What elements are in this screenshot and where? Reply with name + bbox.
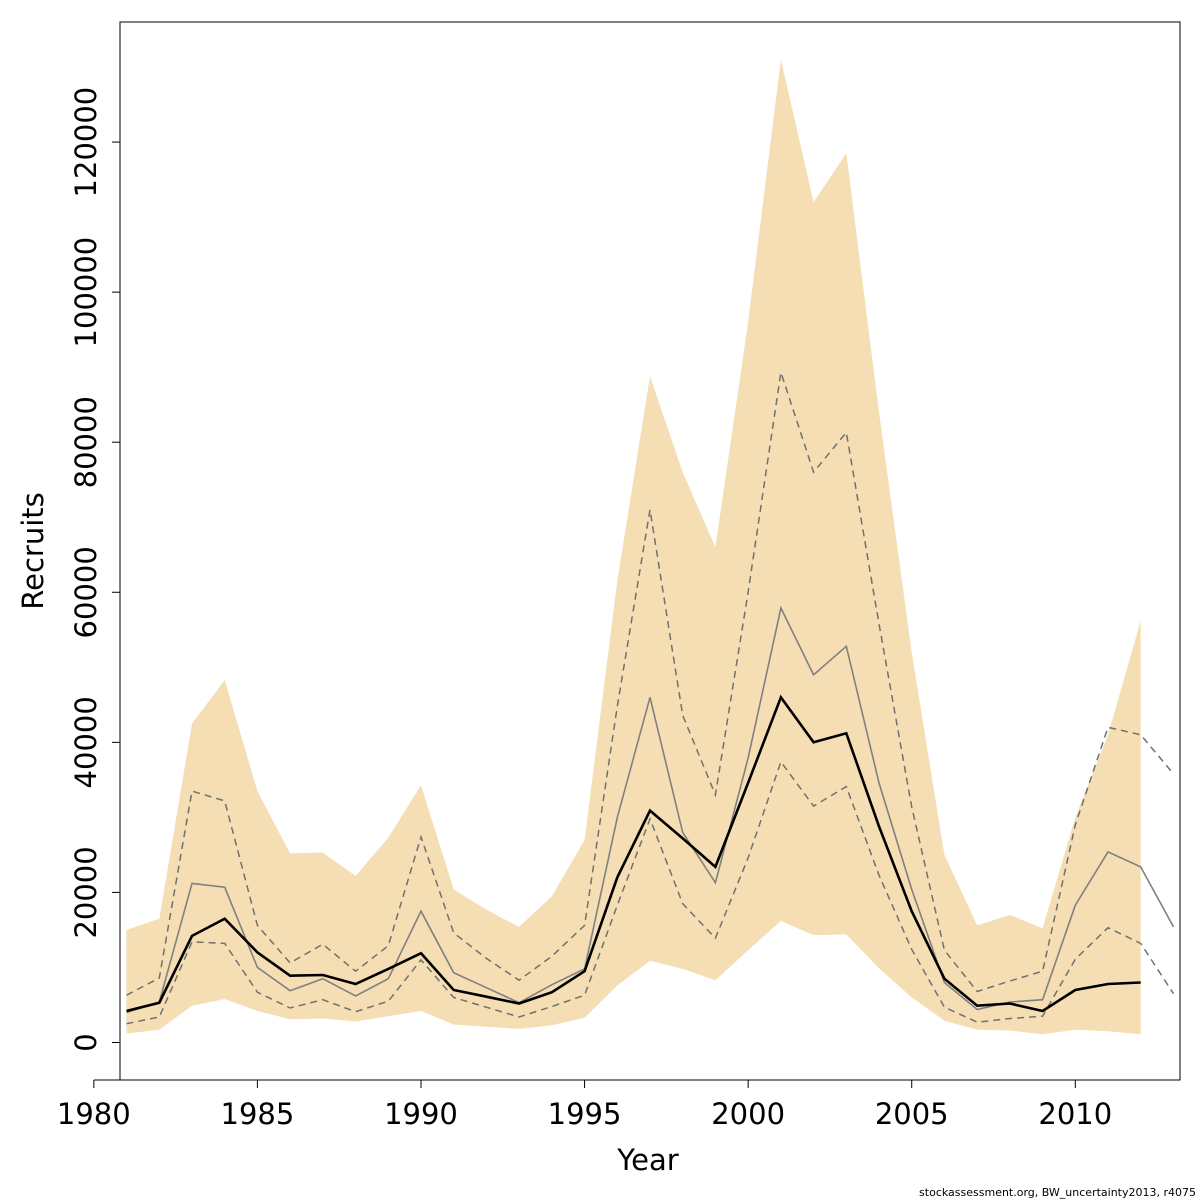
y-tick-label: 80000 [69,396,103,488]
median-line [126,694,1141,1013]
x-tick-label: 1995 [548,1097,622,1131]
y-tick-label: 0 [69,1033,103,1051]
x-tick-label: 2000 [711,1097,785,1131]
series-line-layer [126,372,1175,1025]
x-tick-label: 1990 [384,1097,458,1131]
y-axis-title: Recruits [16,492,50,609]
x-axis-title: Year [616,1143,678,1177]
x-axis: 1980 1985 1990 1995 2000 2005 2010 [57,1079,1112,1131]
x-tick-label: 2010 [1038,1097,1112,1131]
y-tick-label: 100000 [69,237,103,348]
uncertainty-band-layer [126,59,1141,1035]
dashed-bound-line [126,760,1175,1025]
x-tick-label: 1985 [221,1097,295,1131]
y-tick-label: 20000 [69,846,103,938]
confidence-band [126,59,1141,1035]
y-tick-label: 60000 [69,546,103,638]
x-tick-label: 1980 [57,1097,131,1131]
y-axis: 0 20000 40000 60000 80000 100000 120000 [69,87,121,1052]
dashed-bound-line [126,372,1175,996]
y-tick-label: 120000 [69,87,103,198]
x-tick-label: 2005 [875,1097,949,1131]
footnote: stockassessment.org, BW_uncertainty2013,… [919,1186,1196,1199]
y-tick-label: 40000 [69,696,103,788]
